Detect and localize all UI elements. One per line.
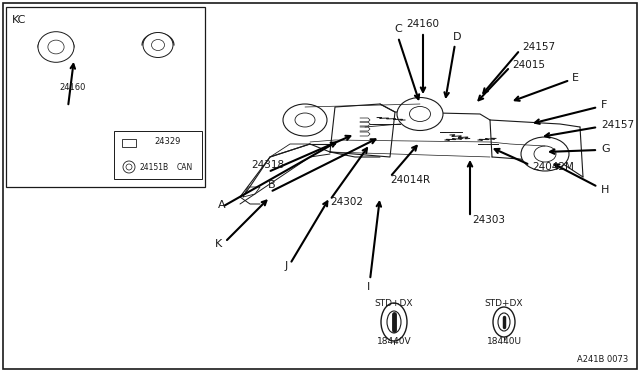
Bar <box>114 131 202 179</box>
Text: I: I <box>366 282 370 292</box>
Bar <box>6 7 205 187</box>
Text: H: H <box>601 185 609 195</box>
Text: 18440U: 18440U <box>486 337 522 346</box>
Ellipse shape <box>534 146 556 162</box>
Text: F: F <box>601 100 607 110</box>
Text: K: K <box>215 239 222 249</box>
Text: 24042M: 24042M <box>532 162 574 172</box>
Text: 24157: 24157 <box>522 42 555 52</box>
Text: 24157: 24157 <box>601 120 634 130</box>
Ellipse shape <box>493 307 515 337</box>
Text: 18440V: 18440V <box>377 337 412 346</box>
Ellipse shape <box>397 97 443 131</box>
Ellipse shape <box>498 313 510 331</box>
Text: 24302: 24302 <box>330 197 363 207</box>
Text: C: C <box>394 24 402 34</box>
Ellipse shape <box>48 40 64 54</box>
Text: 24014R: 24014R <box>390 175 430 185</box>
Text: STD+DX: STD+DX <box>484 299 524 308</box>
Text: 24303: 24303 <box>472 215 505 225</box>
Text: J: J <box>285 261 288 271</box>
Text: CAN: CAN <box>177 163 193 171</box>
Ellipse shape <box>410 106 431 122</box>
Text: D: D <box>452 32 461 42</box>
Text: 24015: 24015 <box>512 60 545 70</box>
Ellipse shape <box>387 311 401 333</box>
Ellipse shape <box>381 303 407 341</box>
Ellipse shape <box>283 104 327 136</box>
Text: 24318: 24318 <box>252 160 285 170</box>
Text: G: G <box>601 144 610 154</box>
Text: KC: KC <box>12 15 26 25</box>
Ellipse shape <box>152 39 164 51</box>
Text: 24329: 24329 <box>154 137 180 145</box>
Text: 24160: 24160 <box>59 83 85 92</box>
Text: B: B <box>268 180 276 190</box>
Ellipse shape <box>143 32 173 58</box>
Text: E: E <box>572 73 579 83</box>
Ellipse shape <box>38 32 74 62</box>
Ellipse shape <box>295 113 315 127</box>
Text: STD+DX: STD+DX <box>375 299 413 308</box>
Text: A: A <box>218 200 226 210</box>
Circle shape <box>126 164 132 170</box>
Bar <box>122 139 136 147</box>
Text: 24151B: 24151B <box>139 163 168 171</box>
Ellipse shape <box>521 137 569 171</box>
Circle shape <box>123 161 135 173</box>
Text: A241B 0073: A241B 0073 <box>577 355 628 364</box>
Text: 24160: 24160 <box>406 19 440 29</box>
